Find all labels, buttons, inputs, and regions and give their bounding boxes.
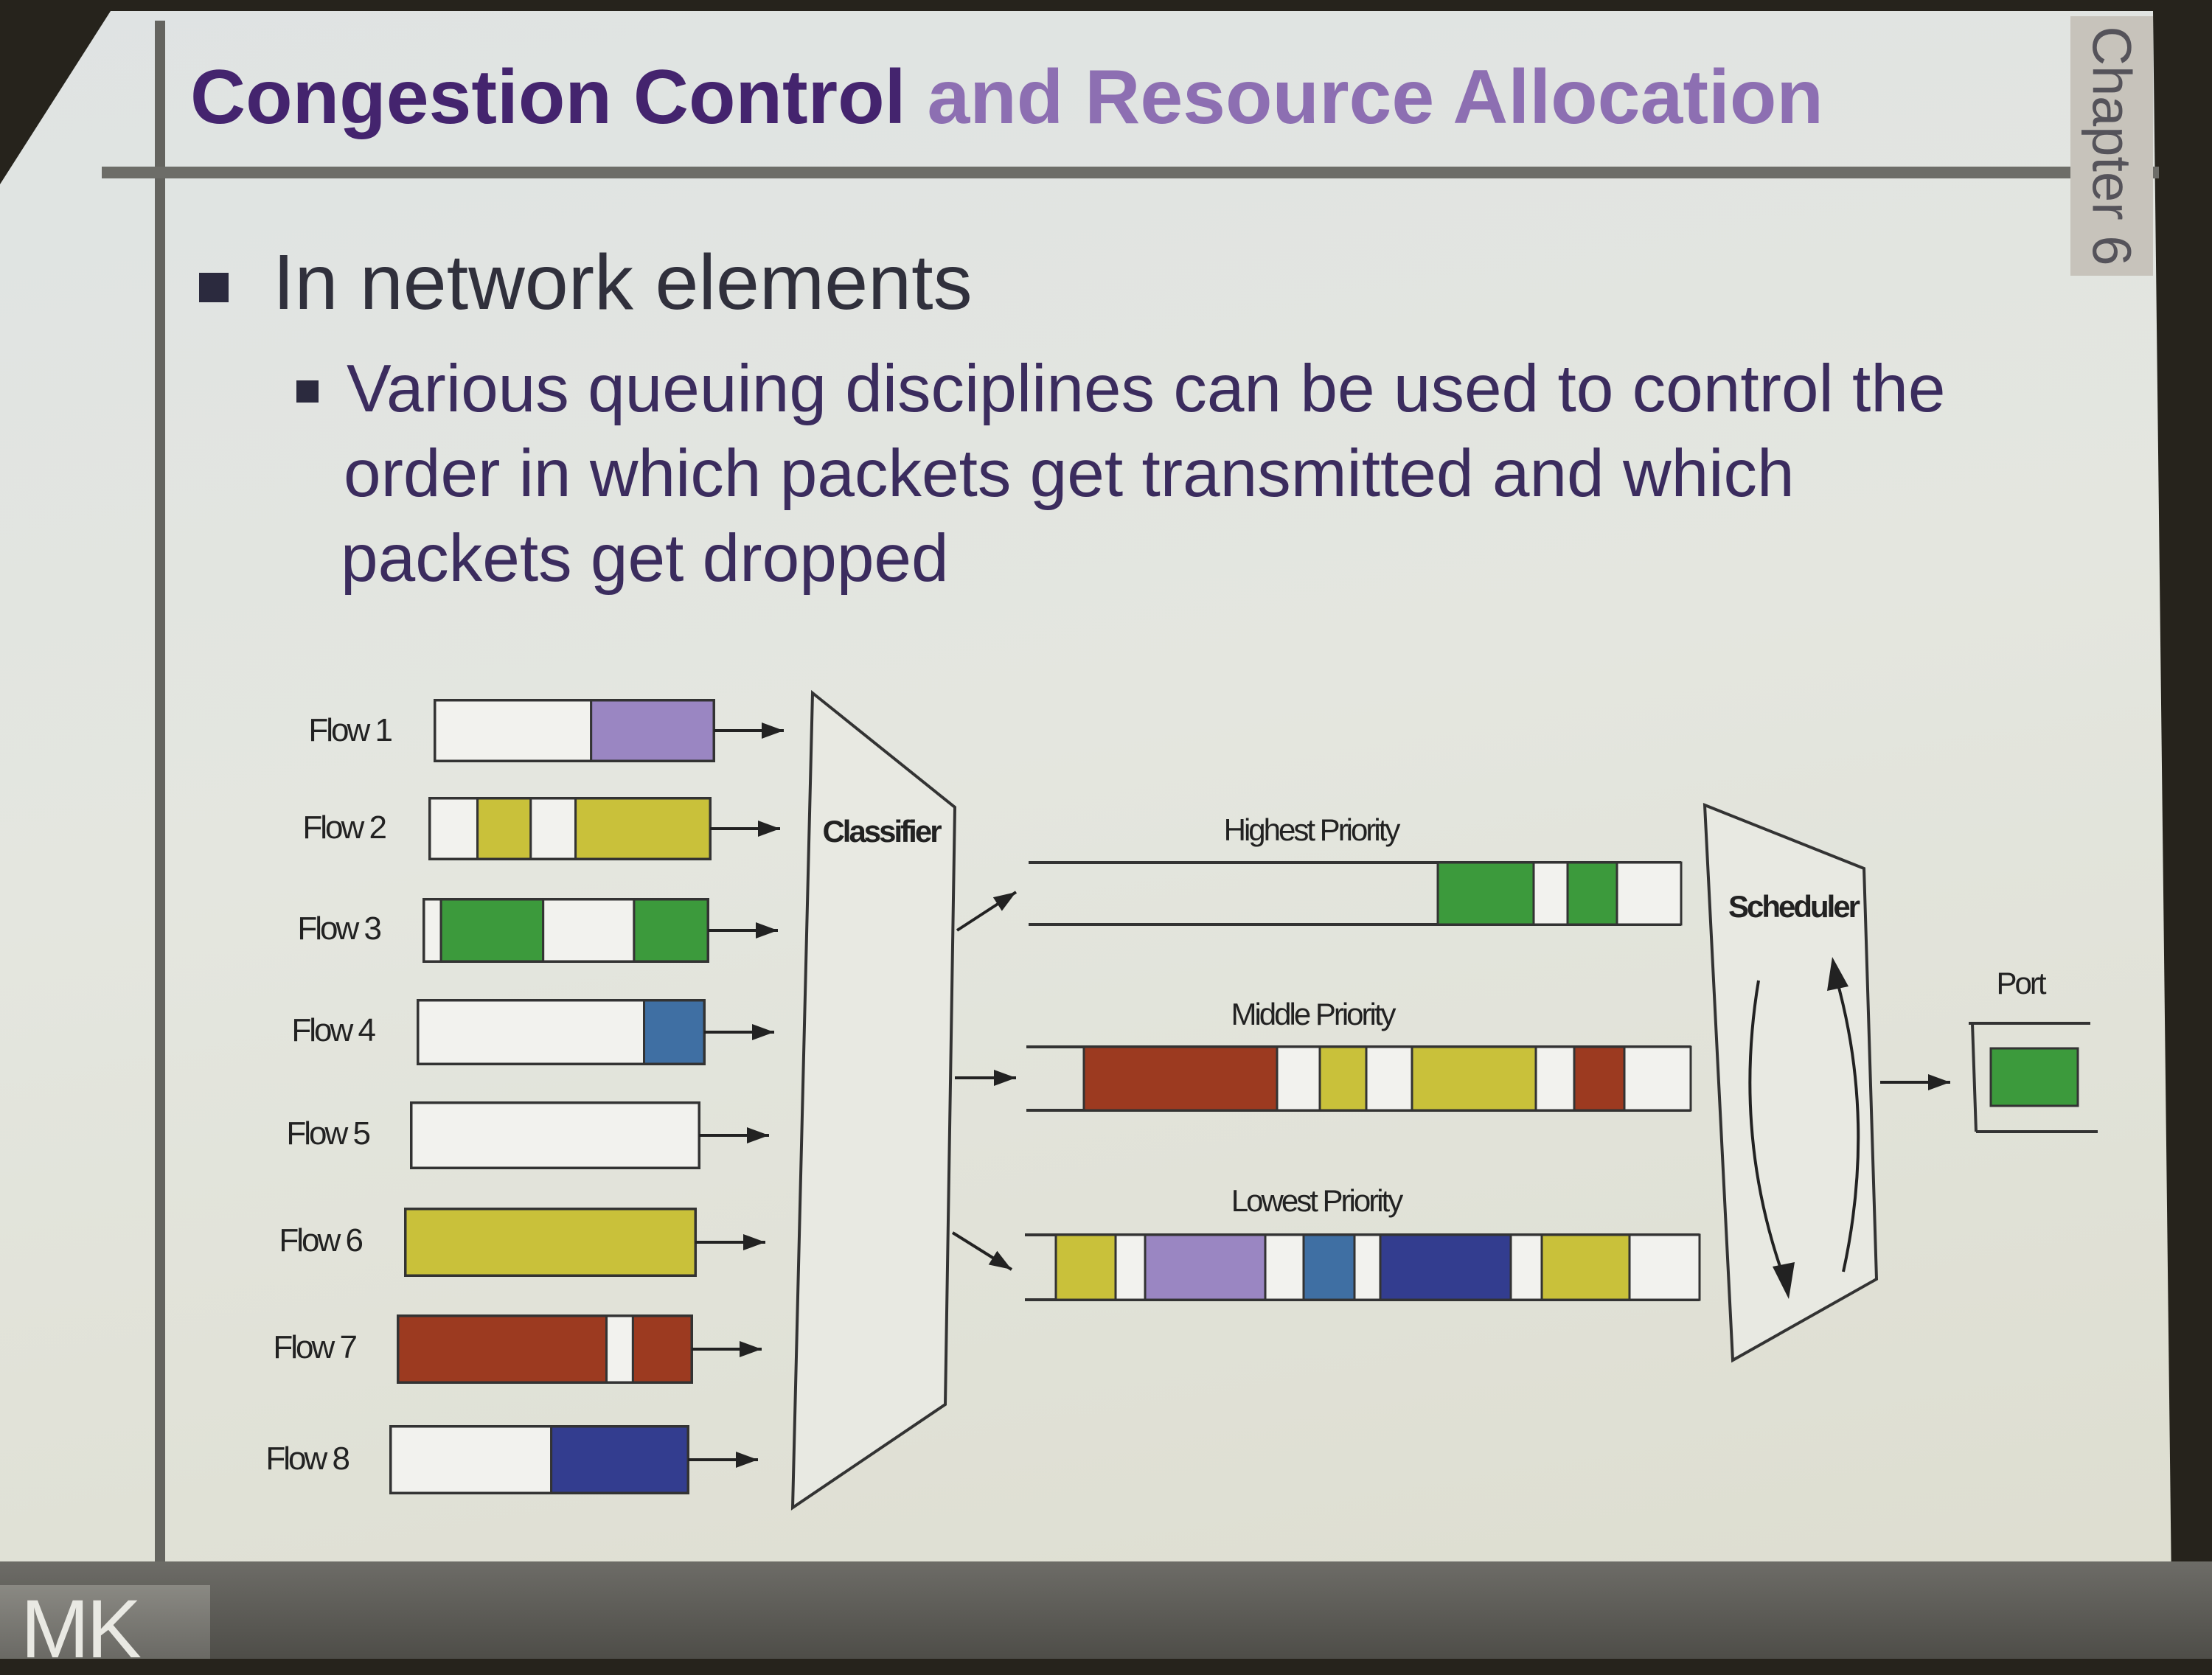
packet-yellow: [574, 797, 712, 860]
packet-empty: [417, 999, 646, 1065]
queue-packet-empty: [1276, 1045, 1321, 1112]
queue-packet-purple: [1144, 1233, 1267, 1301]
queue-packet-empty: [1534, 1045, 1576, 1112]
queue-packet-brown: [1082, 1045, 1279, 1112]
queue-packet-empty: [1623, 1045, 1692, 1112]
classifier-label: Classifier: [822, 814, 942, 849]
bullet-marker-level-1: [199, 273, 229, 302]
scheduler-rotation-arrow-up: [1834, 976, 1860, 1272]
queue-packet-steel-blue: [1302, 1233, 1356, 1301]
queue-label: Lowest Priority: [1231, 1183, 1403, 1218]
classifier-to-high-arrow-head: [992, 892, 1016, 911]
packet-empty: [389, 1425, 553, 1494]
scheduler-to-port-arrow-head: [1928, 1074, 1950, 1090]
flow-label: Flow 1: [308, 712, 392, 748]
queue-packet-yellow: [1318, 1045, 1368, 1112]
flow-arrow-head: [743, 1234, 765, 1250]
flow-label: Flow 8: [265, 1441, 349, 1477]
flow-label: Flow 5: [286, 1115, 369, 1152]
packet-brown: [397, 1314, 608, 1384]
flow-arrow-head: [747, 1127, 769, 1143]
flow-label: Flow 4: [291, 1012, 375, 1048]
scheduler-rotation-arrow-down-head: [1773, 1262, 1795, 1299]
flow-arrow-head: [762, 722, 784, 739]
flow-arrow-head: [758, 821, 780, 837]
chapter-tab: [2070, 16, 2153, 276]
bullet-level-2: Various queuing disciplines can be used …: [341, 347, 2042, 601]
packet-empty: [529, 797, 577, 860]
queue-packet-green: [1566, 861, 1618, 926]
packet-empty: [410, 1101, 700, 1169]
flow-label: Flow 3: [297, 910, 380, 947]
queue-label: Highest Priority: [1224, 812, 1401, 847]
queue-packet-green: [1436, 861, 1535, 926]
queue-packet-navy: [1379, 1233, 1512, 1301]
bullet-level-1: In network elements: [273, 239, 973, 326]
queue-packet-empty: [1264, 1233, 1305, 1301]
queue-packet-brown: [1573, 1045, 1626, 1112]
title-part-1: Congestion Control: [190, 55, 906, 140]
packet-empty: [434, 699, 593, 762]
port-left-edge: [1971, 1023, 1978, 1132]
scheduler-rotation-arrow-down: [1748, 980, 1786, 1280]
scheduler-label: Scheduler: [1728, 889, 1860, 924]
queue-packet-empty: [1365, 1045, 1413, 1112]
footer-bar: [0, 1561, 2212, 1659]
packet-yellow: [476, 797, 532, 860]
packet-green: [633, 898, 709, 963]
packet-empty: [428, 797, 479, 860]
packet-steel-blue: [643, 999, 706, 1065]
left-rule: [155, 21, 165, 1561]
queue-packet-empty: [1532, 861, 1569, 926]
queue-packet-yellow: [1054, 1233, 1117, 1301]
packet-purple: [590, 699, 715, 762]
queue-packet-empty: [1509, 1233, 1543, 1301]
queue-packet-empty: [1114, 1233, 1147, 1301]
packet-green: [439, 898, 545, 963]
bullet-line: order in which packets get transmitted a…: [344, 436, 1795, 511]
bullet-line: packets get dropped: [341, 521, 949, 596]
flow-arrow-head: [752, 1024, 774, 1040]
flow-arrow-head: [740, 1341, 762, 1357]
classifier-to-middle-arrow-head: [994, 1070, 1016, 1086]
queue-packet-empty: [1353, 1233, 1382, 1301]
scheduler-shape: [1703, 802, 1879, 1363]
flow-label: Flow 7: [273, 1329, 356, 1365]
queue-packet-empty: [1615, 861, 1683, 926]
queue-label: Middle Priority: [1231, 997, 1396, 1031]
bullet-line: Various queuing disciplines can be used …: [347, 352, 1946, 426]
queue-packet-yellow: [1540, 1233, 1631, 1301]
slide-title: Congestion Control and Resource Allocati…: [190, 52, 1823, 144]
title-rule: [102, 167, 2159, 178]
queue-packet-empty: [1628, 1233, 1701, 1301]
flow-arrow-head: [736, 1452, 758, 1468]
packet-empty: [542, 898, 636, 963]
classifier-shape: [790, 689, 957, 1511]
packet-empty: [605, 1314, 634, 1384]
flow-arrow-head: [756, 922, 778, 939]
packet-navy: [550, 1425, 689, 1494]
flow-label: Flow 2: [302, 809, 386, 846]
packet-empty: [422, 898, 442, 963]
bullet-marker-level-2: [296, 380, 319, 403]
flow-label: Flow 6: [279, 1222, 362, 1258]
port-label: Port: [1996, 966, 2046, 1000]
scheduler-rotation-arrow-up-head: [1827, 957, 1848, 991]
port-packet: [1989, 1047, 2079, 1107]
classifier-to-low-arrow-head: [988, 1250, 1012, 1270]
queue-packet-yellow: [1411, 1045, 1537, 1112]
packet-brown: [631, 1314, 693, 1384]
packet-yellow: [404, 1208, 697, 1277]
title-part-2: and Resource Allocation: [927, 55, 1823, 140]
